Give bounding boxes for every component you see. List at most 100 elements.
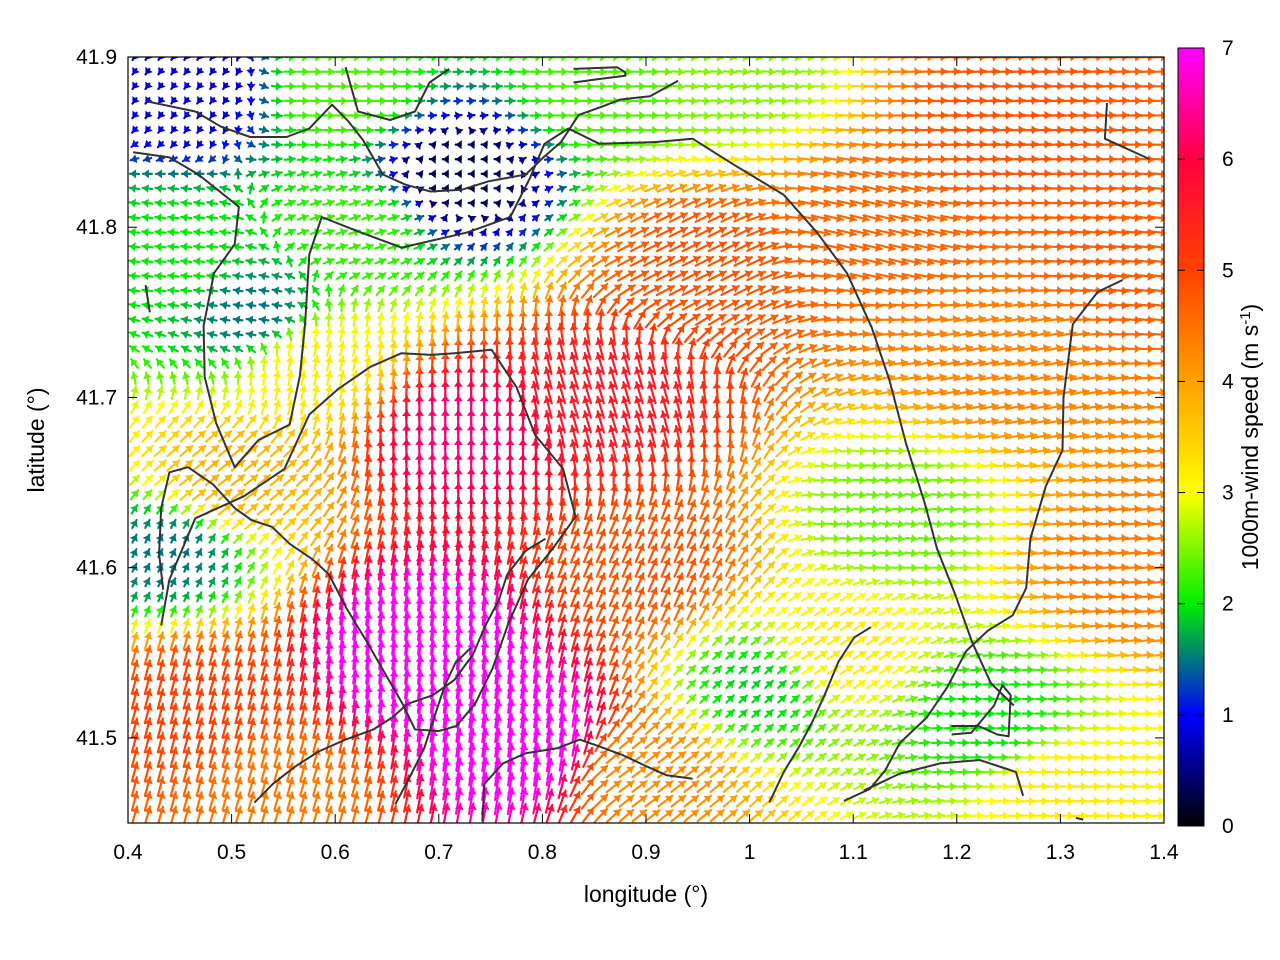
wind-arrow <box>606 183 622 193</box>
wind-arrow <box>1019 460 1037 470</box>
wind-arrow <box>1136 781 1153 791</box>
wind-arrow <box>1084 650 1102 660</box>
wind-arrow <box>441 297 450 313</box>
colorbar-tick-label: 3 <box>1222 482 1234 505</box>
wind-arrow <box>337 326 347 343</box>
wind-arrow <box>865 577 880 587</box>
colorbar-tick-label: 5 <box>1222 259 1234 282</box>
wind-arrow <box>787 562 802 573</box>
wind-arrow <box>467 214 477 224</box>
wind-arrow <box>800 401 816 414</box>
wind-arrow <box>596 701 607 726</box>
wind-arrow <box>1021 738 1035 748</box>
wind-arrow <box>825 417 842 426</box>
wind-arrow <box>1021 650 1035 660</box>
wind-arrow <box>505 141 514 151</box>
wind-arrow <box>193 330 205 339</box>
wind-arrow <box>878 679 893 690</box>
wind-arrow <box>295 488 310 502</box>
wind-arrow <box>192 503 206 516</box>
wind-arrow <box>631 765 648 779</box>
wind-arrow <box>246 384 256 401</box>
wind-arrow <box>217 459 233 472</box>
wind-arrow <box>582 572 594 593</box>
wind-arrow <box>388 285 399 297</box>
wind-arrow <box>930 796 945 806</box>
wind-arrow <box>322 486 335 503</box>
wind-arrow <box>169 776 179 797</box>
wind-arrow <box>1071 781 1089 791</box>
wind-arrow <box>219 169 231 179</box>
wind-arrow <box>299 776 308 797</box>
colorbar-label: 1000m-wind speed (m s-1) <box>1237 304 1263 570</box>
wind-arrow <box>143 746 153 768</box>
wind-arrow <box>969 738 983 748</box>
wind-arrow <box>994 796 1011 806</box>
wind-arrow <box>142 489 153 501</box>
wind-arrow <box>943 621 958 631</box>
wind-arrow <box>802 708 814 719</box>
wind-arrow <box>130 504 139 515</box>
wind-arrow <box>298 256 308 267</box>
wind-arrow <box>709 154 726 164</box>
wind-arrow <box>192 430 207 443</box>
wind-arrow <box>325 762 334 782</box>
wind-arrow <box>141 184 154 194</box>
wind-arrow <box>737 500 749 518</box>
wind-arrow <box>1046 665 1061 675</box>
wind-arrow <box>284 242 296 252</box>
wind-arrow <box>1149 796 1164 806</box>
wind-arrow <box>168 577 177 588</box>
wind-arrow <box>246 561 256 574</box>
wind-arrow <box>567 96 582 106</box>
wind-arrow <box>592 282 609 299</box>
wind-arrow <box>1045 767 1063 777</box>
wind-arrow <box>583 657 594 682</box>
wind-arrow <box>840 708 854 719</box>
wind-arrow <box>568 169 581 179</box>
wind-arrow <box>324 413 334 431</box>
wind-arrow <box>581 169 595 179</box>
wind-arrow <box>606 296 621 314</box>
wind-arrow <box>361 198 374 208</box>
wind-arrow <box>452 67 465 77</box>
wind-arrow <box>312 805 321 823</box>
wind-arrow <box>334 96 349 106</box>
wind-arrow <box>1008 679 1022 689</box>
wind-arrow <box>402 325 412 343</box>
wind-arrow <box>634 616 646 636</box>
wind-arrow <box>622 468 632 492</box>
wind-arrow <box>800 475 816 485</box>
wind-arrow <box>170 57 179 61</box>
colorbar-tick-label: 7 <box>1222 37 1234 60</box>
wind-arrow <box>218 518 232 530</box>
wind-arrow <box>815 738 827 748</box>
wind-arrow <box>195 630 205 651</box>
wind-arrow <box>350 284 359 297</box>
wind-arrow <box>930 636 945 645</box>
wind-arrow <box>943 490 958 500</box>
wind-arrow <box>492 269 502 283</box>
wind-arrow <box>764 694 774 704</box>
wind-arrow <box>837 140 857 150</box>
wind-arrow <box>130 618 139 634</box>
wind-arrow <box>441 324 450 344</box>
wind-arrow <box>286 702 296 725</box>
wind-arrow <box>865 475 880 485</box>
wind-arrow <box>298 270 308 281</box>
wind-arrow <box>853 767 867 776</box>
wind-arrow <box>283 154 296 164</box>
wind-arrow <box>1149 781 1164 791</box>
wind-arrow <box>557 557 568 579</box>
wind-arrow <box>710 736 724 749</box>
wind-arrow <box>710 110 725 120</box>
wind-arrow <box>917 767 932 777</box>
wind-arrow <box>466 111 476 121</box>
wind-arrow <box>647 631 658 650</box>
wind-arrow <box>557 571 568 593</box>
wind-arrow <box>389 368 399 388</box>
wind-arrow <box>283 110 297 120</box>
colorbar-tick-label: 1 <box>1222 704 1234 727</box>
wind-arrow <box>683 765 700 779</box>
